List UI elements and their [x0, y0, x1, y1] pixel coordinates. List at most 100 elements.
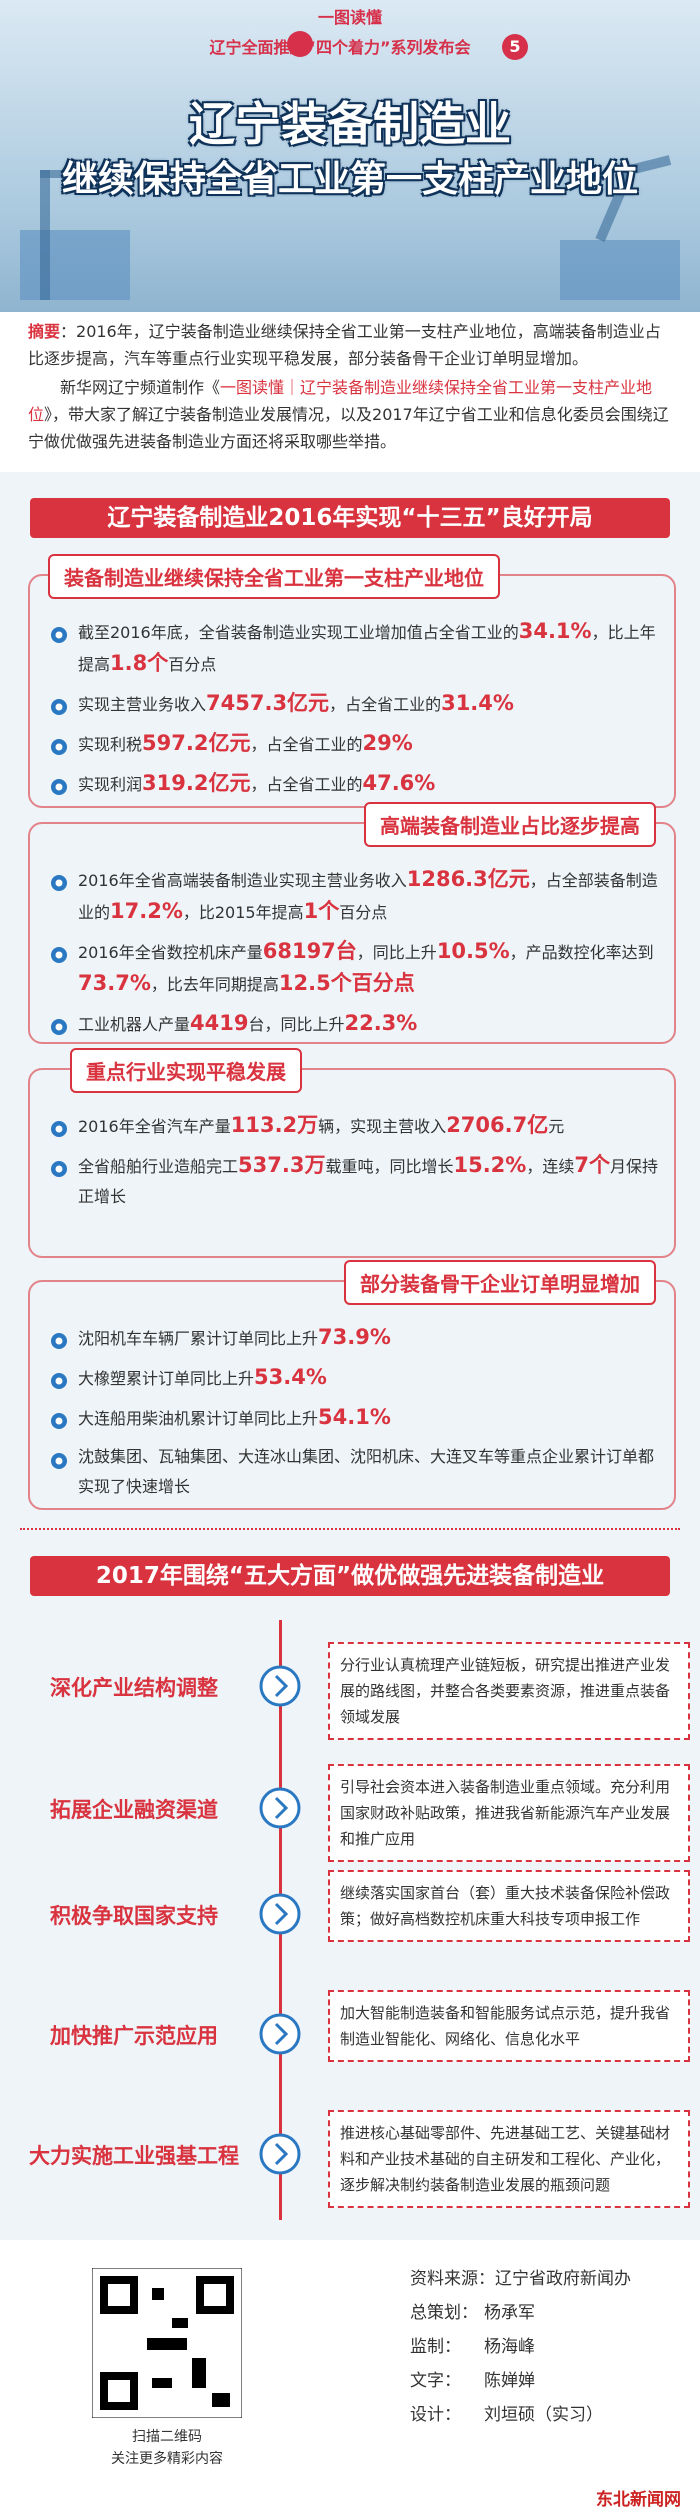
item: 截至2016年底，全省装备制造业实现工业增加值占全省工业的34.1%，比上年提高… [50, 616, 658, 680]
bullet-icon [51, 1019, 67, 1035]
measure-label: 大力实施工业强基工程 [29, 2144, 239, 2168]
item: 沈鼓集团、瓦轴集团、大连冰山集团、沈阳机床、大连叉车等重点企业累计订单都实现了快… [50, 1442, 658, 1502]
bullet [50, 696, 68, 726]
chevron-icon [259, 2133, 301, 2175]
chevron [258, 2012, 302, 2056]
item-text: 元 [548, 1117, 565, 1136]
chevron [258, 1786, 302, 1830]
highlight: 29% [362, 731, 413, 755]
item-text: 大连船用柴油机累计订单同比上升 [78, 1409, 319, 1428]
section-banner: 辽宁装备制造业2016年实现“十三五”良好开局 [30, 498, 670, 538]
bullet-icon [51, 1413, 67, 1429]
caption-line: 扫描二维码 [132, 2429, 202, 2445]
measure-text: 分行业认真梳理产业链短板，研究提出推进产业发展的路线图，并整合各类要素资源，推进… [328, 1642, 690, 1740]
chevron [258, 2132, 302, 2176]
item: 全省船舶行业造船完工537.3万载重吨，同比增长15.2%，连续7个月保持正增长 [50, 1150, 658, 1212]
group-heading: 重点行业实现平稳发展 [70, 1048, 302, 1093]
item-text: ，占全部装备制造业的 [78, 871, 658, 922]
item-text: 全省船舶行业造船完工 [78, 1157, 239, 1176]
credit: 文字： 陈婵婵 [410, 2366, 535, 2391]
highlight: 73.9% [318, 1325, 391, 1349]
measure-text: 加大智能制造装备和智能服务试点示范，提升我省制造业智能化、网络化、信息化水平 [328, 1990, 690, 2062]
credit-name: 陈婵婵 [484, 2371, 535, 2391]
item: 大连船用柴油机累计订单同比上升54.1% [50, 1402, 658, 1434]
group-heading: 高端装备制造业占比逐步提高 [364, 802, 656, 847]
credit: 总策划： 杨承军 [410, 2298, 535, 2323]
credit-role: 文字： [410, 2371, 461, 2391]
group: 重点行业实现平稳发展 2016年全省汽车产量113.2万辆，实现主营收入2706.… [28, 1048, 676, 1258]
bullet-icon [51, 699, 67, 715]
highlight: 15.2% [453, 1153, 527, 1177]
highlight: 22.3% [344, 1011, 418, 1035]
credit-role: 总策划： [410, 2303, 478, 2323]
outro: 》，带大家了解辽宁装备制造业发展情况，以及2017年辽宁省工业和信息化委员会围绕… [28, 405, 669, 451]
highlight: 4419 [190, 1011, 249, 1035]
qr-caption: 扫描二维码关注更多精彩内容 [60, 2426, 274, 2470]
highlight: 7457.3亿元 [206, 691, 330, 715]
item-list: 2016年全省高端装备制造业实现主营业务收入1286.3亿元，占全部装备制造业的… [30, 864, 674, 1048]
item-text: 台，同比上升 [248, 1015, 345, 1034]
item-text: ，比去年同期提高 [150, 975, 279, 994]
chevron-icon [259, 1665, 301, 1707]
bullet-icon [51, 947, 67, 963]
highlight: 54.1% [318, 1405, 391, 1429]
item-text: 大橡塑累计订单同比上升 [78, 1369, 255, 1388]
highlight: 12.5个百分点 [278, 971, 415, 995]
measure-text: 继续落实国家首台（套）重大技术装备保险补偿政策；做好高档数控机床重大科技专项申报… [328, 1870, 690, 1942]
item-text: 2016年全省高端装备制造业实现主营业务收入 [78, 871, 407, 890]
series-number: 5 [502, 34, 528, 60]
header: 一图读懂 辽宁全面推进“四个着力”系列发布会 5 辽宁装备制造业 继续保持全省工… [0, 0, 700, 312]
bullet-icon [51, 1333, 67, 1349]
item-text: 百分点 [339, 903, 388, 922]
title-line1: 辽宁装备制造业 [189, 97, 511, 151]
item-text: ，占全省工业的 [329, 695, 442, 714]
chevron-icon [259, 1893, 301, 1935]
bullet [50, 624, 68, 654]
highlight: 47.6% [362, 771, 436, 795]
intro: 新华网辽宁频道制作《 [60, 378, 221, 397]
item: 沈阳机车车辆厂累计订单同比上升73.9% [50, 1322, 658, 1354]
highlight: 68197台 [262, 939, 357, 963]
bullet-icon [51, 1373, 67, 1389]
chevron-icon [259, 2013, 301, 2055]
group: 装备制造业继续保持全省工业第一支柱产业地位截至2016年底，全省装备制造业实现工… [28, 554, 676, 808]
highlight: 53.4% [254, 1365, 327, 1389]
watermark: 东北新闻网 [596, 2490, 681, 2510]
bullet [50, 1118, 68, 1148]
item-text: ，占全省工业的 [250, 775, 363, 794]
group: 部分装备骨干企业订单明显增加沈阳机车车辆厂累计订单同比上升73.9% 大橡塑累计订… [28, 1260, 676, 1510]
chevron-icon [259, 1787, 301, 1829]
highlight: 73.7% [78, 971, 151, 995]
chevron [258, 1892, 302, 1936]
section-banner: 2017年围绕“五大方面”做优做强先进装备制造业 [30, 1556, 670, 1596]
bullet [50, 1450, 68, 1480]
bullet [50, 736, 68, 766]
measure-label: 积极争取国家支持 [50, 1904, 218, 1928]
caption-line: 关注更多精彩内容 [111, 2451, 223, 2467]
item-text: ，连续 [526, 1157, 575, 1176]
bullet [50, 1016, 68, 1046]
item-text: ，产品数控化率达到 [509, 943, 654, 962]
credit-name: 刘垣硕（实习） [484, 2405, 603, 2425]
article-link[interactable]: 一图读懂｜辽宁装备制造业继续保持全省工业第一支柱产业地位 [28, 378, 653, 424]
item-text: 实现利润 [78, 775, 143, 794]
group-heading: 部分装备骨干企业订单明显增加 [344, 1260, 656, 1305]
credit: 监制： 杨海峰 [410, 2332, 535, 2357]
item-text: 载重吨，同比增长 [325, 1157, 454, 1176]
footer: 扫描二维码 关注更多精彩内容 资料来源：辽宁省政府新闻办 总策划： 杨承军 监制： 杨海峰… [0, 2240, 700, 2512]
highlight: 597.2亿元 [142, 731, 251, 755]
highlight: 34.1% [518, 619, 592, 643]
item: 2016年全省数控机床产量68197台，同比上升10.5%，产品数控化率达到 73… [50, 936, 658, 1000]
item-text: 月保持正增长 [78, 1157, 658, 1206]
credit: 设计： 刘垣硕（实习） [410, 2400, 603, 2425]
item-text: 2016年全省汽车产量 [78, 1117, 231, 1136]
bullet-icon [51, 779, 67, 795]
bullet [50, 1330, 68, 1360]
abstract: 摘要：2016年，辽宁装备制造业继续保持全省工业第一支柱产业地位，高端装备制造业… [0, 312, 700, 472]
bullet-icon [51, 1121, 67, 1137]
bullet [50, 1158, 68, 1188]
highlight: 1个 [303, 899, 340, 923]
group-heading: 装备制造业继续保持全省工业第一支柱产业地位 [48, 554, 500, 599]
series-label: 一图读懂 [317, 8, 382, 27]
chevron [258, 1664, 302, 1708]
